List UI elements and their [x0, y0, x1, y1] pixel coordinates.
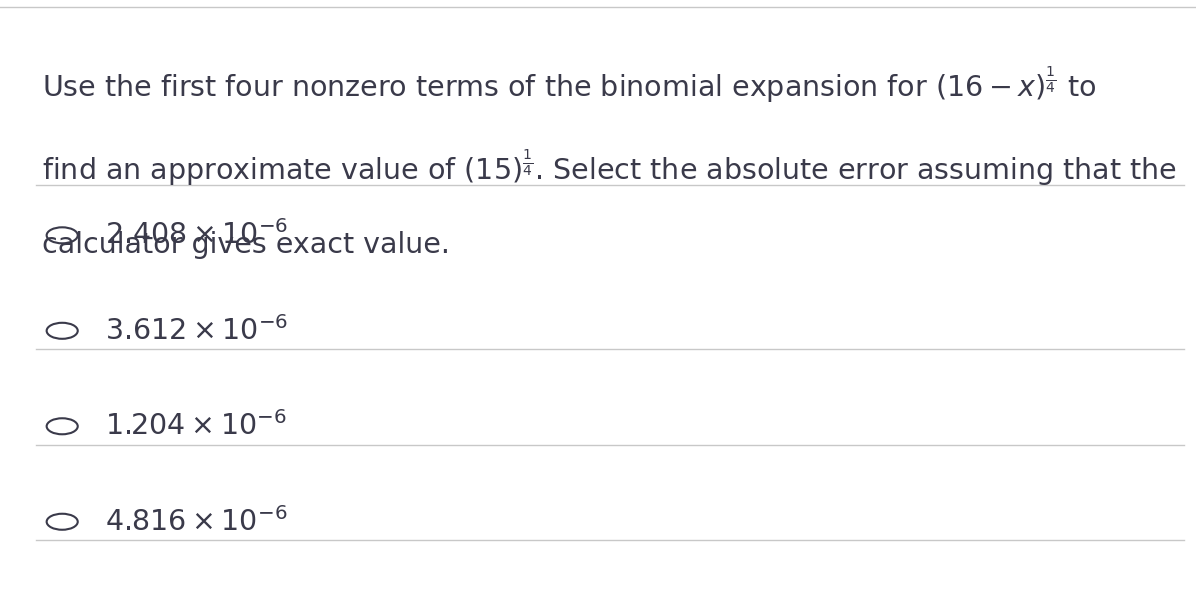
Text: Use the first four nonzero terms of the binomial expansion for $(16 - x)^{\frac{: Use the first four nonzero terms of the … [42, 65, 1096, 105]
Text: calculator gives exact value.: calculator gives exact value. [42, 231, 450, 259]
Text: $3.612 \times 10^{-6}$: $3.612 \times 10^{-6}$ [105, 316, 288, 346]
Text: $1.204 \times 10^{-6}$: $1.204 \times 10^{-6}$ [105, 411, 287, 441]
Text: $4.816 \times 10^{-6}$: $4.816 \times 10^{-6}$ [105, 507, 288, 537]
Text: find an approximate value of $(15)^{\frac{1}{4}}$. Select the absolute error ass: find an approximate value of $(15)^{\fra… [42, 148, 1177, 188]
Text: $2.408 \times 10^{-6}$: $2.408 \times 10^{-6}$ [105, 221, 288, 250]
